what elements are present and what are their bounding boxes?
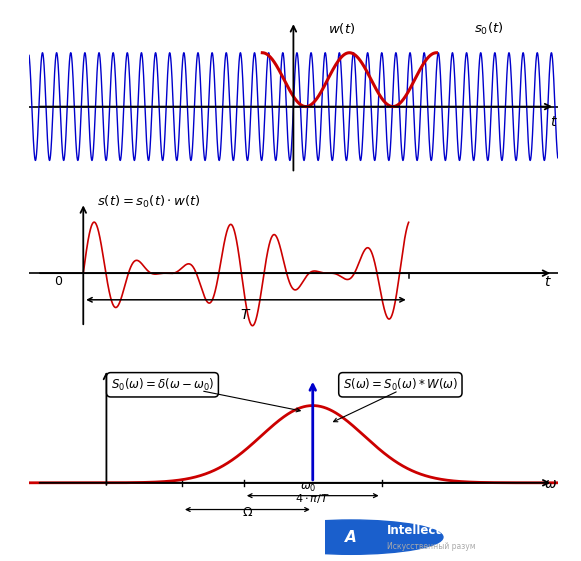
Text: $0$: $0$ [54, 274, 63, 288]
Text: A: A [345, 530, 357, 545]
Text: $s(t)=s_0(t)\cdot w(t)$: $s(t)=s_0(t)\cdot w(t)$ [97, 194, 201, 210]
Circle shape [259, 520, 443, 554]
Text: $4\cdot\pi/T$: $4\cdot\pi/T$ [295, 491, 330, 504]
Text: $\Omega$: $\Omega$ [242, 507, 253, 519]
Text: $t$: $t$ [550, 115, 558, 129]
Text: $S(\omega)=S_0(\omega)*W(\omega)$: $S(\omega)=S_0(\omega)*W(\omega)$ [343, 377, 458, 393]
Text: $\omega_0$: $\omega_0$ [300, 481, 317, 494]
Text: $S_0(\omega)=\delta(\omega-\omega_0)$: $S_0(\omega)=\delta(\omega-\omega_0)$ [111, 377, 214, 393]
Text: $s_0(t)$: $s_0(t)$ [474, 21, 503, 37]
Text: Intellect.icu: Intellect.icu [387, 523, 465, 536]
Text: $w(t)$: $w(t)$ [328, 21, 355, 36]
Text: Искусственный разум: Искусственный разум [387, 542, 475, 551]
Text: $\omega$: $\omega$ [544, 477, 557, 491]
Text: $T$: $T$ [241, 308, 252, 322]
Text: $t$: $t$ [544, 275, 551, 289]
